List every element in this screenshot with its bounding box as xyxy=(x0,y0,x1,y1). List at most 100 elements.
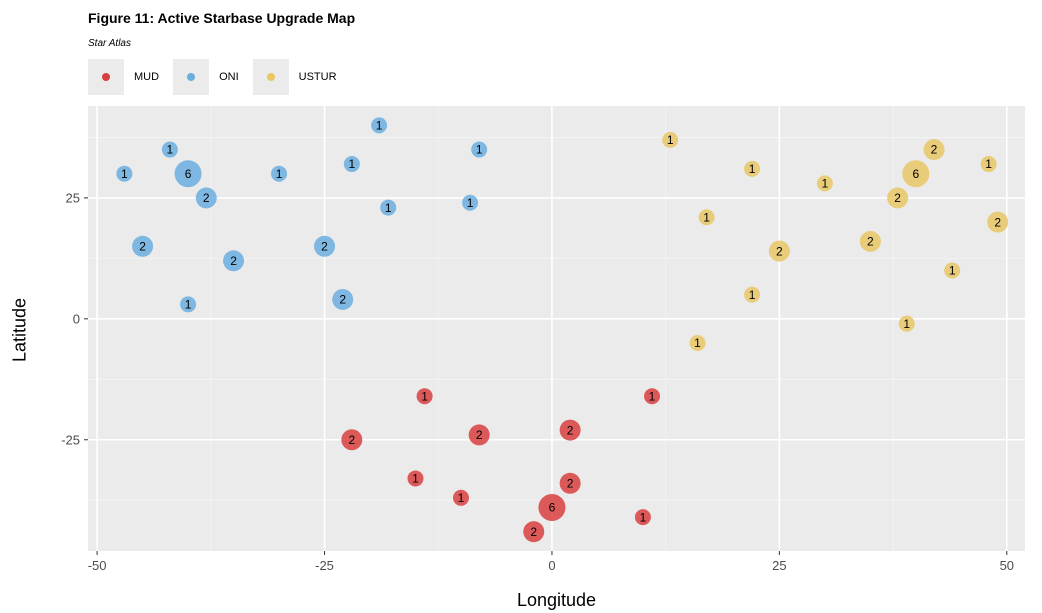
x-tick-label: -25 xyxy=(315,558,334,573)
y-tick-label: 25 xyxy=(66,190,80,205)
legend-dot-ustur xyxy=(266,73,275,81)
point-mud xyxy=(416,388,433,405)
point-oni xyxy=(195,187,217,209)
point-oni xyxy=(223,250,245,272)
point-ustur xyxy=(887,187,909,209)
point-mud xyxy=(559,472,581,494)
legend-label-ustur: USTUR xyxy=(298,71,337,83)
legend-label-mud: MUD xyxy=(134,71,160,83)
point-oni xyxy=(332,288,354,310)
y-tick-label: -25 xyxy=(61,432,80,447)
point-label-ustur: 1 xyxy=(949,264,956,278)
legend-dot-oni xyxy=(187,73,196,81)
point-ustur xyxy=(768,240,790,262)
point-mud xyxy=(523,521,545,543)
point-ustur xyxy=(944,262,961,279)
point-label-oni: 2 xyxy=(230,254,237,268)
point-label-ustur: 2 xyxy=(931,143,938,157)
point-oni xyxy=(371,117,388,134)
point-label-ustur: 1 xyxy=(985,157,992,171)
point-label-oni: 2 xyxy=(339,293,346,307)
point-label-mud: 2 xyxy=(530,525,537,539)
point-label-ustur: 1 xyxy=(822,177,829,191)
point-ustur xyxy=(898,315,915,332)
point-label-mud: 1 xyxy=(421,389,428,403)
point-oni xyxy=(180,296,197,313)
point-ustur xyxy=(980,156,997,173)
point-label-oni: 2 xyxy=(139,239,146,253)
point-label-oni: 2 xyxy=(203,191,210,205)
point-label-mud: 6 xyxy=(549,501,556,515)
legend-key-mud xyxy=(88,59,124,95)
legend-dot-mud xyxy=(102,73,110,81)
point-mud xyxy=(407,470,424,487)
point-mud xyxy=(644,388,661,405)
point-ustur xyxy=(662,131,679,148)
point-label-mud: 1 xyxy=(412,472,419,486)
point-oni xyxy=(471,141,488,158)
point-label-oni: 1 xyxy=(476,143,483,157)
point-label-ustur: 1 xyxy=(749,288,756,302)
legend-item-mud: MUD xyxy=(88,59,173,95)
point-mud xyxy=(538,493,566,521)
point-oni xyxy=(462,194,479,211)
point-ustur xyxy=(816,175,833,192)
point-oni xyxy=(314,235,336,257)
point-label-ustur: 2 xyxy=(867,235,874,249)
point-oni xyxy=(132,235,154,257)
point-oni xyxy=(343,156,360,173)
point-label-mud: 2 xyxy=(567,476,574,490)
legend-key-ustur xyxy=(252,59,289,95)
point-label-mud: 1 xyxy=(649,389,656,403)
point-label-oni: 1 xyxy=(385,201,392,215)
y-tick-label: 0 xyxy=(73,311,80,326)
point-ustur xyxy=(744,286,761,303)
point-label-mud: 1 xyxy=(640,510,647,524)
legend-key-oni xyxy=(173,59,210,95)
point-label-mud: 2 xyxy=(476,428,483,442)
legend-item-oni: ONI xyxy=(173,59,253,95)
point-label-oni: 2 xyxy=(321,239,328,253)
x-tick-label: -50 xyxy=(88,558,107,573)
point-ustur xyxy=(689,335,706,352)
point-label-ustur: 1 xyxy=(749,162,756,176)
x-axis-label: Longitude xyxy=(516,590,597,610)
point-mud xyxy=(634,509,651,526)
point-label-ustur: 2 xyxy=(994,215,1001,229)
point-label-mud: 1 xyxy=(458,491,465,505)
point-label-oni: 1 xyxy=(185,298,192,312)
point-label-oni: 1 xyxy=(376,119,383,133)
point-label-ustur: 6 xyxy=(912,167,919,181)
point-mud xyxy=(468,424,490,446)
point-label-oni: 6 xyxy=(185,167,192,181)
point-label-ustur: 2 xyxy=(894,191,901,205)
point-mud xyxy=(452,489,469,506)
point-label-ustur: 1 xyxy=(903,317,910,331)
point-mud xyxy=(559,419,581,441)
plot-panel xyxy=(88,106,1025,551)
point-oni xyxy=(161,141,178,158)
point-mud xyxy=(341,429,363,451)
point-oni xyxy=(380,199,397,216)
point-label-oni: 1 xyxy=(167,143,174,157)
point-label-mud: 2 xyxy=(567,423,574,437)
point-oni xyxy=(116,165,133,182)
point-ustur xyxy=(987,211,1009,233)
legend-label-oni: ONI xyxy=(219,71,239,83)
point-label-ustur: 1 xyxy=(703,210,710,224)
point-label-oni: 1 xyxy=(121,167,128,181)
point-label-oni: 1 xyxy=(276,167,283,181)
point-ustur xyxy=(923,139,945,161)
chart-subtitle: Star Atlas xyxy=(88,38,131,49)
point-label-ustur: 1 xyxy=(694,336,701,350)
legend: MUD ONI USTUR xyxy=(88,59,351,95)
point-ustur xyxy=(902,160,930,188)
point-label-oni: 1 xyxy=(348,157,355,171)
point-label-mud: 2 xyxy=(348,433,355,447)
point-ustur xyxy=(859,230,881,252)
legend-item-ustur: USTUR xyxy=(252,59,351,95)
x-tick-label: 50 xyxy=(1000,558,1014,573)
point-oni xyxy=(271,165,288,182)
point-label-ustur: 2 xyxy=(776,244,783,258)
